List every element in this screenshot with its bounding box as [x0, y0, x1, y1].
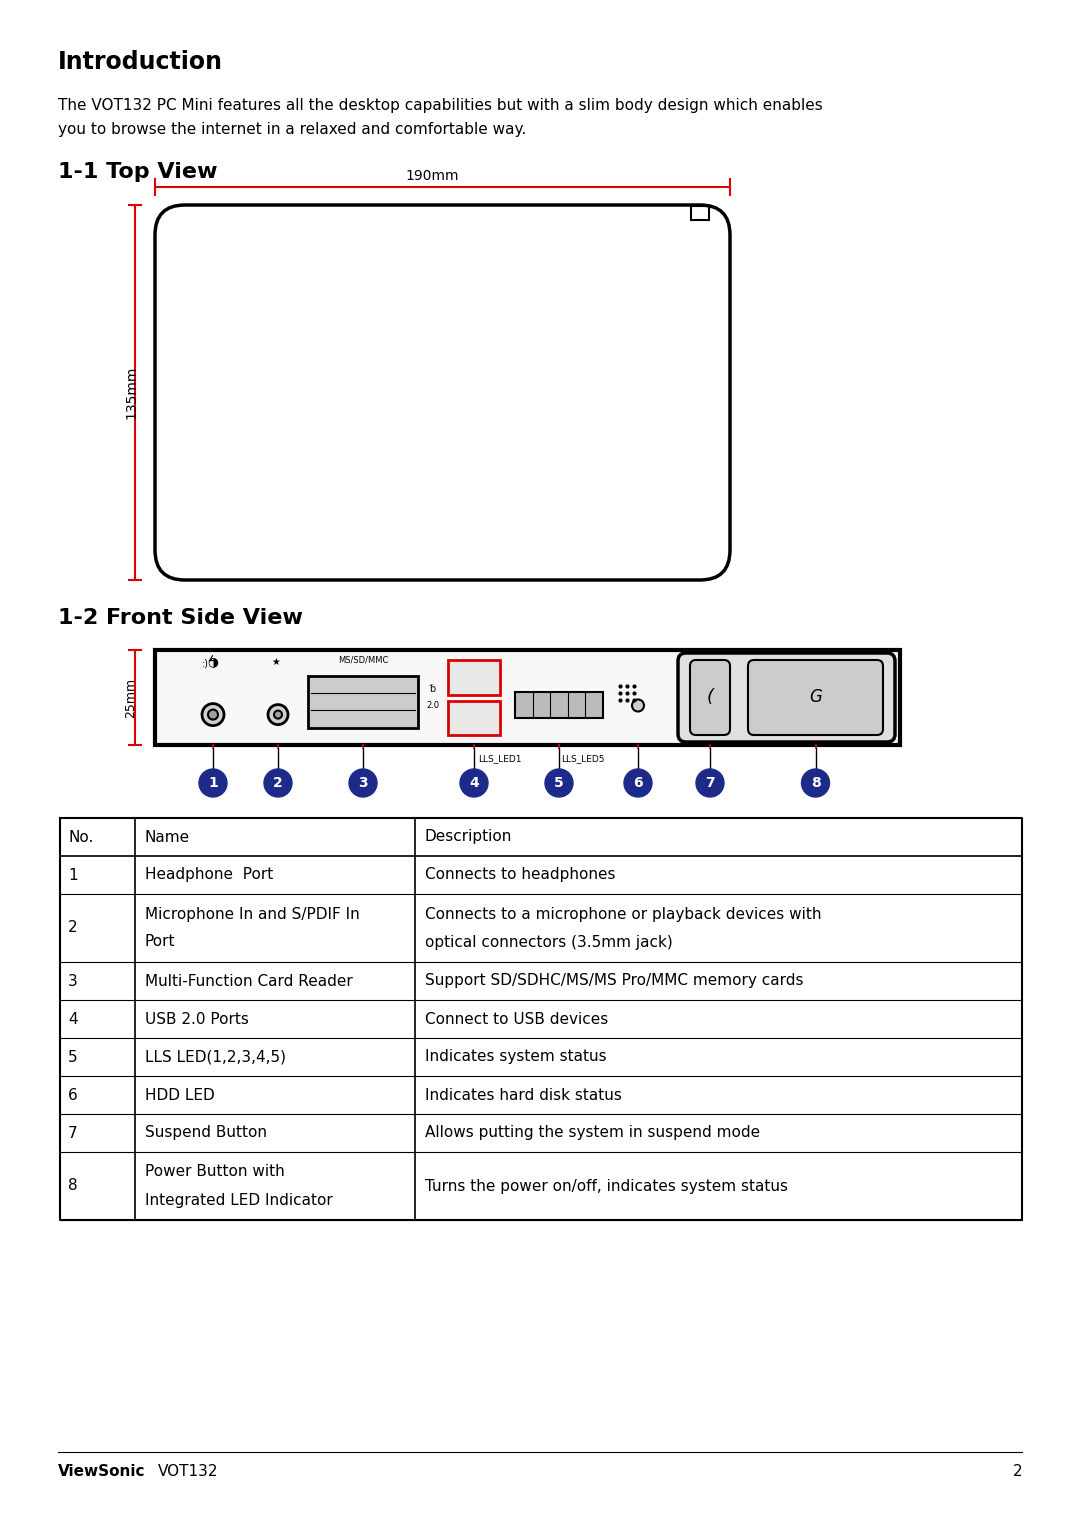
FancyBboxPatch shape — [678, 653, 895, 741]
Bar — [448, 660, 500, 694]
Text: Port: Port — [145, 935, 175, 950]
Circle shape — [264, 769, 292, 797]
Text: Turns the power on/off, indicates system status: Turns the power on/off, indicates system… — [426, 1178, 788, 1193]
FancyBboxPatch shape — [748, 660, 883, 735]
Text: Name: Name — [145, 829, 190, 844]
Text: 25mm: 25mm — [124, 677, 137, 717]
Text: 190mm: 190mm — [406, 169, 459, 182]
Text: 3: 3 — [68, 973, 78, 988]
Text: 1: 1 — [208, 777, 218, 791]
Text: Multi-Function Card Reader: Multi-Function Card Reader — [145, 973, 353, 988]
Text: Headphone  Port: Headphone Port — [145, 867, 273, 882]
Bar — [515, 692, 603, 719]
Circle shape — [202, 703, 224, 726]
Text: 8: 8 — [68, 1178, 78, 1193]
Circle shape — [349, 769, 377, 797]
Text: Power Button with: Power Button with — [145, 1164, 285, 1180]
Text: 4: 4 — [68, 1011, 78, 1026]
Text: No.: No. — [68, 829, 93, 844]
Text: 6: 6 — [633, 777, 643, 791]
Text: 135mm: 135mm — [124, 366, 138, 420]
Circle shape — [460, 769, 488, 797]
Text: Suspend Button: Suspend Button — [145, 1126, 267, 1140]
Circle shape — [696, 769, 724, 797]
Text: 5: 5 — [554, 777, 564, 791]
Circle shape — [274, 711, 282, 719]
Circle shape — [801, 769, 829, 797]
Text: 1-1 Top View: 1-1 Top View — [58, 162, 217, 182]
Text: Connects to headphones: Connects to headphones — [426, 867, 616, 882]
Text: LLS_LED5: LLS_LED5 — [561, 754, 605, 763]
FancyBboxPatch shape — [156, 205, 730, 581]
Text: ★: ★ — [272, 657, 281, 666]
Circle shape — [199, 769, 227, 797]
Text: 4: 4 — [469, 777, 478, 791]
Text: Description: Description — [426, 829, 512, 844]
Text: ␢: ␢ — [430, 685, 436, 694]
Text: 3: 3 — [359, 777, 368, 791]
Text: 8: 8 — [811, 777, 821, 791]
Text: G: G — [809, 688, 822, 706]
Bar — [308, 676, 418, 728]
Circle shape — [208, 709, 218, 720]
Text: Indicates hard disk status: Indicates hard disk status — [426, 1088, 622, 1103]
Text: 5: 5 — [68, 1049, 78, 1065]
Text: 2: 2 — [273, 777, 283, 791]
Text: Integrated LED Indicator: Integrated LED Indicator — [145, 1192, 333, 1207]
Text: Introduction: Introduction — [58, 51, 222, 74]
Text: LLS LED(1,2,3,4,5): LLS LED(1,2,3,4,5) — [145, 1049, 286, 1065]
Text: ◑: ◑ — [207, 656, 218, 668]
Text: (: ( — [706, 688, 714, 706]
Text: Allows putting the system in suspend mode: Allows putting the system in suspend mod… — [426, 1126, 760, 1140]
Text: MS/SD/MMC: MS/SD/MMC — [338, 656, 388, 665]
Text: 1: 1 — [68, 867, 78, 882]
Text: USB 2.0 Ports: USB 2.0 Ports — [145, 1011, 248, 1026]
Text: The VOT132 PC Mini features all the desktop capabilities but with a slim body de: The VOT132 PC Mini features all the desk… — [58, 98, 823, 113]
Text: 6: 6 — [68, 1088, 78, 1103]
Text: Connect to USB devices: Connect to USB devices — [426, 1011, 608, 1026]
Text: Connects to a microphone or playback devices with: Connects to a microphone or playback dev… — [426, 907, 822, 922]
Text: VOT132: VOT132 — [158, 1465, 218, 1478]
Circle shape — [632, 700, 644, 711]
Text: LLS_LED1: LLS_LED1 — [477, 754, 522, 763]
Text: :): :) — [202, 659, 208, 668]
Circle shape — [545, 769, 573, 797]
Text: 2.0: 2.0 — [427, 702, 440, 709]
Text: ViewSonic: ViewSonic — [58, 1465, 146, 1478]
Circle shape — [624, 769, 652, 797]
FancyBboxPatch shape — [690, 660, 730, 735]
Text: 7: 7 — [705, 777, 715, 791]
Text: HDD LED: HDD LED — [145, 1088, 215, 1103]
Text: you to browse the internet in a relaxed and comfortable way.: you to browse the internet in a relaxed … — [58, 123, 526, 136]
Bar — [448, 700, 500, 735]
Text: 2: 2 — [1012, 1465, 1022, 1478]
Text: 2: 2 — [68, 921, 78, 936]
Bar — [156, 650, 900, 745]
Text: 7: 7 — [68, 1126, 78, 1140]
Text: Indicates system status: Indicates system status — [426, 1049, 607, 1065]
Text: 1-2 Front Side View: 1-2 Front Side View — [58, 608, 302, 628]
Text: Support SD/SDHC/MS/MS Pro/MMC memory cards: Support SD/SDHC/MS/MS Pro/MMC memory car… — [426, 973, 804, 988]
Text: Microphone In and S/PDIF In: Microphone In and S/PDIF In — [145, 907, 360, 922]
Text: optical connectors (3.5mm jack): optical connectors (3.5mm jack) — [426, 935, 673, 950]
Circle shape — [268, 705, 288, 725]
